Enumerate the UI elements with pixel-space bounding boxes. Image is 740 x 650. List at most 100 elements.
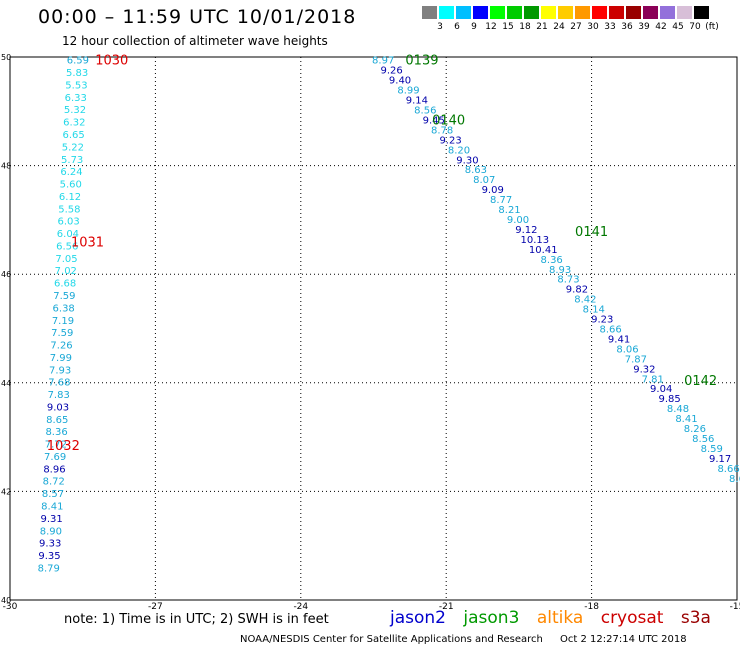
latitude-tick-label: 46	[1, 270, 11, 279]
wave-height-value: 6.33	[65, 93, 87, 104]
wave-height-value: 7.83	[48, 390, 70, 401]
wave-height-value: 8.48	[667, 404, 689, 415]
wave-height-value: 9.17	[709, 454, 731, 465]
scale-swatch	[456, 6, 471, 19]
wave-height-value: 9.45	[423, 115, 445, 126]
scale-label: 21	[536, 22, 548, 32]
wave-height-value: 7.19	[52, 316, 74, 327]
latitude-tick-label: 48	[1, 162, 11, 171]
scale-swatch	[524, 6, 539, 19]
wave-height-value: 7.05	[55, 254, 77, 265]
wave-height-value: 8.20	[448, 145, 470, 156]
legend-item-altika: altika	[536, 608, 584, 628]
wave-height-value: 9.82	[566, 285, 588, 296]
wave-height-value: 5.22	[62, 142, 84, 153]
legend-item-cryosat: cryosat	[600, 608, 664, 628]
scale-label: 70	[689, 22, 701, 32]
wave-height-value: 5.73	[61, 155, 83, 166]
wave-height-value: 9.23	[439, 135, 461, 146]
footer-credit: NOAA/NESDIS Center for Satellite Applica…	[240, 634, 701, 645]
scale-label: 27	[570, 22, 582, 32]
wave-height-value: 9.23	[591, 315, 613, 326]
wave-height-value: 9.03	[47, 402, 69, 413]
wave-height-value: 9.31	[40, 514, 62, 525]
wave-height-value: 8.96	[43, 464, 65, 475]
scale-swatch	[609, 6, 624, 19]
wave-height-value: 8.26	[684, 424, 706, 435]
credit-text: NOAA/NESDIS Center for Satellite Applica…	[240, 634, 543, 645]
latitude-tick-label: 50	[1, 53, 11, 62]
scale-label: 3	[437, 22, 443, 32]
wave-height-value: 8.6	[729, 474, 740, 485]
scale-label: 33	[604, 22, 616, 32]
latitude-tick-label: 44	[1, 379, 11, 388]
wave-height-value: 9.09	[482, 185, 504, 196]
latitude-tick-label: 40	[1, 596, 11, 605]
footer-note: note: 1) Time is in UTC; 2) SWH is in fe…	[64, 612, 329, 627]
latitude-tick-label: 42	[1, 487, 11, 496]
wave-height-value: 8.78	[431, 125, 453, 136]
wave-height-value: 8.93	[549, 265, 571, 276]
wave-height-value: 8.77	[490, 195, 512, 206]
wave-height-value: 8.41	[41, 502, 63, 513]
scale-swatch	[643, 6, 658, 19]
wave-height-value: 8.99	[397, 86, 419, 97]
pass-time-label: 1031	[71, 236, 104, 251]
scale-label: (ft)	[705, 22, 719, 32]
wave-height-value: 5.60	[60, 180, 82, 191]
wave-height-value: 7.81	[642, 374, 664, 385]
scale-swatch	[694, 6, 709, 19]
wave-height-value: 8.66	[717, 464, 739, 475]
legend-item-jason2: jason2	[390, 608, 446, 628]
wave-height-value: 9.14	[406, 96, 428, 107]
scale-label: 9	[471, 22, 477, 32]
wave-height-value: 5.53	[65, 80, 87, 91]
legend-item-jason3: jason3	[463, 608, 520, 628]
scale-swatch	[422, 6, 437, 19]
wave-height-value: 7.87	[625, 354, 647, 365]
wave-height-value: 8.65	[46, 415, 68, 426]
longitude-tick-label: -18	[584, 602, 599, 612]
wave-height-value: 8.41	[675, 414, 697, 425]
wave-height-value: 5.83	[66, 68, 88, 79]
map-title: 00:00 – 11:59 UTC 10/01/2018	[38, 6, 357, 28]
scale-label: 39	[638, 22, 650, 32]
wave-height-value: 6.38	[53, 303, 75, 314]
wave-height-value: 8.57	[42, 489, 64, 500]
wave-height-value: 6.03	[58, 217, 80, 228]
wave-height-value: 8.21	[498, 205, 520, 216]
wave-height-value: 9.85	[658, 394, 680, 405]
wave-height-value: 6.68	[54, 279, 76, 290]
wave-height-value: 6.32	[63, 118, 85, 129]
wave-height-value: 8.63	[465, 165, 487, 176]
scale-swatch	[592, 6, 607, 19]
wave-height-value: 7.02	[55, 266, 77, 277]
scale-label: 36	[621, 22, 633, 32]
wave-height-value: 9.40	[389, 76, 411, 87]
wave-height-value: 8.56	[414, 105, 436, 116]
scale-swatch	[660, 6, 675, 19]
wave-height-value: 7.59	[51, 328, 73, 339]
map-subtitle: 12 hour collection of altimeter wave hei…	[62, 34, 328, 48]
scale-swatch	[507, 6, 522, 19]
wave-height-value: 7.26	[50, 341, 72, 352]
wave-height-value: 9.12	[515, 225, 537, 236]
scale-label: 15	[502, 22, 514, 32]
satellite-legend: jason2 jason3 altika cryosat s3a	[390, 608, 723, 628]
wave-height-value: 9.26	[380, 66, 402, 77]
wave-height-value: 10.41	[529, 245, 558, 256]
scale-swatch	[575, 6, 590, 19]
scale-label: 24	[553, 22, 565, 32]
wave-height-value: 8.97	[372, 56, 394, 67]
wave-height-value: 8.14	[583, 305, 605, 316]
wave-height-value: 8.66	[600, 325, 622, 336]
wave-height-value: 9.30	[456, 155, 478, 166]
wave-height-value: 8.59	[701, 444, 723, 455]
scale-swatch	[558, 6, 573, 19]
pass-time-label: 0140	[432, 113, 465, 128]
wave-height-value: 9.41	[608, 334, 630, 345]
pass-time-label: 1030	[95, 54, 128, 69]
wave-height-value: 8.56	[692, 434, 714, 445]
wave-height-value: 8.36	[45, 427, 67, 438]
